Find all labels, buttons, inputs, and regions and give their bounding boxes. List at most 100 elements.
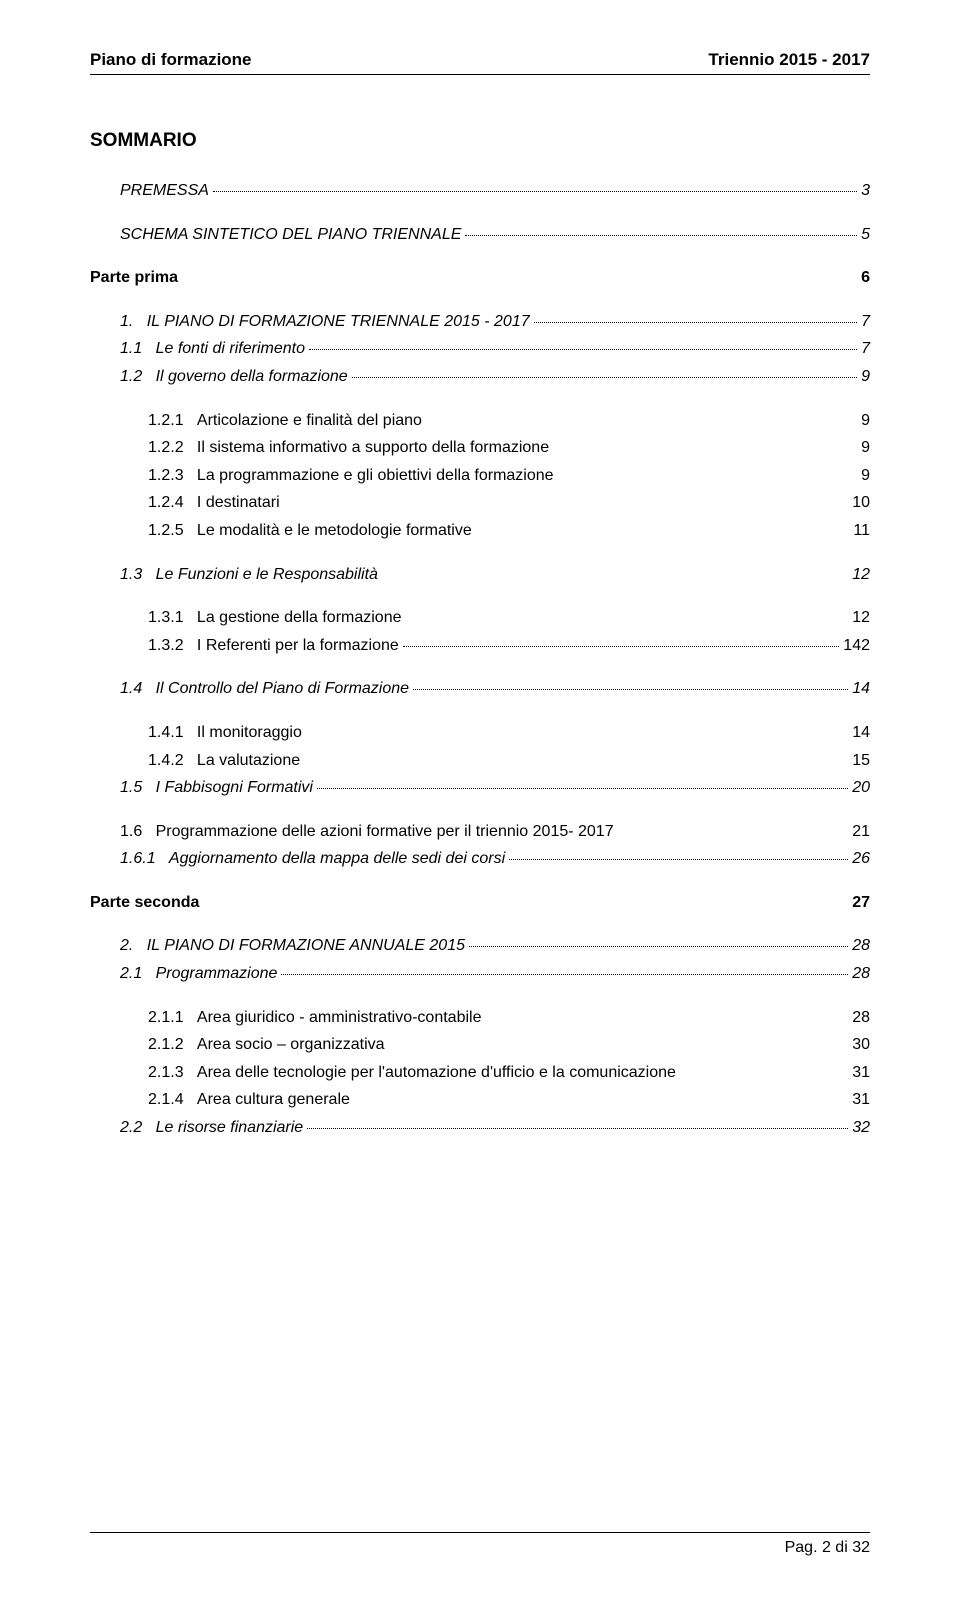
toc-number: 1.2.1 [148,410,197,432]
toc-page: 9 [861,465,870,487]
toc-row: 2.2 Le risorse finanziarie 32 [90,1117,870,1139]
toc-number: 1.5 [120,777,156,799]
toc-row: 1.2.3 La programmazione e gli obiettivi … [90,465,870,487]
toc-row: 1.5 I Fabbisogni Formativi20 [90,777,870,799]
toc-label: PREMESSA [120,180,209,202]
toc-label: Le fonti di riferimento [156,338,305,360]
table-of-contents: PREMESSA 3 SCHEMA SINTETICO DEL PIANO TRIE… [90,180,870,1145]
toc-row: Parte seconda27 [90,892,870,914]
toc-label: Parte seconda [90,892,199,914]
toc-row: SCHEMA SINTETICO DEL PIANO TRIENNALE 5 [90,224,870,246]
toc-row: 2.1.2 Area socio – organizzativa 30 [90,1034,870,1056]
toc-page: 14 [852,722,870,744]
toc-number: 2. [120,935,147,957]
toc-row: 1.4.1 Il monitoraggio14 [90,722,870,744]
toc-number: 2.1.1 [148,1007,197,1029]
toc-row: 1.3 Le Funzioni e le Responsabilità12 [90,564,870,586]
toc-label: I Fabbisogni Formativi [156,777,313,799]
toc-label: Aggiornamento della mappa delle sedi dei… [169,848,505,870]
toc-number: 1.2.5 [148,520,197,542]
toc-leader [403,646,840,647]
toc-label: Parte prima [90,267,178,289]
toc-label: IL PIANO DI FORMAZIONE TRIENNALE 2015 - … [147,311,530,333]
toc-number: 1.2 [120,366,156,388]
toc-row: 1.4 Il Controllo del Piano di Formazione… [90,678,870,700]
toc-page: 30 [852,1034,870,1056]
toc-label: Area socio – organizzativa [197,1034,385,1056]
toc-page: 28 [852,963,870,985]
toc-row: 1.4.2 La valutazione15 [90,750,870,772]
toc-number: 1.1 [120,338,156,360]
toc-row: 1. IL PIANO DI FORMAZIONE TRIENNALE 2015… [90,311,870,333]
toc-page: 5 [861,224,870,246]
toc-number: 2.1.3 [148,1062,197,1084]
toc-page: 11 [853,520,870,542]
toc-leader [309,349,857,350]
page-number: Pag. 2 di 32 [785,1539,870,1556]
toc-number: 2.2 [120,1117,156,1139]
toc-row: 2.1.4 Area cultura generale 31 [90,1089,870,1111]
toc-label: Area cultura generale [197,1089,350,1111]
toc-row: PREMESSA 3 [90,180,870,202]
toc-row: 2.1 Programmazione28 [90,963,870,985]
toc-label: La valutazione [197,750,300,772]
toc-number: 1.4 [120,678,156,700]
toc-leader [307,1128,848,1129]
toc-label: SCHEMA SINTETICO DEL PIANO TRIENNALE [120,224,461,246]
page-footer: Pag. 2 di 32 [90,1532,870,1557]
toc-label: Le risorse finanziarie [156,1117,304,1139]
toc-page: 31 [852,1062,870,1084]
toc-leader [509,859,848,860]
toc-row: 2. IL PIANO DI FORMAZIONE ANNUALE 201528 [90,935,870,957]
toc-page: 14 [852,678,870,700]
page-title: SOMMARIO [90,130,870,152]
toc-label: Il sistema informativo a supporto della … [197,437,549,459]
toc-page: 21 [852,821,870,843]
toc-leader [213,191,857,192]
toc-page: 142 [843,635,870,657]
toc-row: 1.6.1 Aggiornamento della mappa delle se… [90,848,870,870]
toc-row: 2.1.3 Area delle tecnologie per l'automa… [90,1062,870,1084]
toc-page: 32 [852,1117,870,1139]
toc-row: 1.2.5 Le modalità e le metodologie forma… [90,520,870,542]
toc-label: La programmazione e gli obiettivi della … [197,465,554,487]
toc-page: 28 [852,1007,870,1029]
toc-row: 1.2.4 I destinatari10 [90,492,870,514]
toc-label: IL PIANO DI FORMAZIONE ANNUALE 2015 [147,935,465,957]
toc-number: 1.6 [120,821,156,843]
toc-label: I destinatari [197,492,280,514]
toc-page: 12 [852,607,870,629]
toc-number: 2.1 [120,963,156,985]
toc-page: 9 [861,437,870,459]
toc-label: Le modalità e le metodologie formative [197,520,472,542]
toc-number: 1.2.3 [148,465,197,487]
page-header: Piano di formazione Triennio 2015 - 2017 [90,50,870,75]
toc-number: 2.1.4 [148,1089,197,1111]
toc-leader [469,946,848,947]
page: Piano di formazione Triennio 2015 - 2017… [0,0,960,1597]
toc-page: 7 [861,338,870,360]
toc-label: Il monitoraggio [197,722,302,744]
toc-number: 1.2.4 [148,492,197,514]
toc-row: 1.1 Le fonti di riferimento 7 [90,338,870,360]
toc-number: 1.3.1 [148,607,197,629]
toc-row: 1.2.2 Il sistema informativo a supporto … [90,437,870,459]
header-left: Piano di formazione [90,50,252,70]
toc-label: Area giuridico - amministrativo-contabil… [197,1007,482,1029]
toc-number: 1.2.2 [148,437,197,459]
toc-leader [317,788,848,789]
toc-page: 9 [861,410,870,432]
toc-label: Il governo della formazione [156,366,348,388]
toc-page: 12 [852,564,870,586]
toc-page: 31 [852,1089,870,1111]
toc-label: I Referenti per la formazione [197,635,399,657]
toc-page: 3 [861,180,870,202]
toc-label: Programmazione delle azioni formative pe… [156,821,614,843]
toc-label: Articolazione e finalità del piano [197,410,422,432]
toc-leader [534,322,857,323]
toc-leader [352,377,857,378]
toc-number: 2.1.2 [148,1034,197,1056]
toc-label: Area delle tecnologie per l'automazione … [197,1062,676,1084]
toc-page: 26 [852,848,870,870]
toc-page: 15 [852,750,870,772]
